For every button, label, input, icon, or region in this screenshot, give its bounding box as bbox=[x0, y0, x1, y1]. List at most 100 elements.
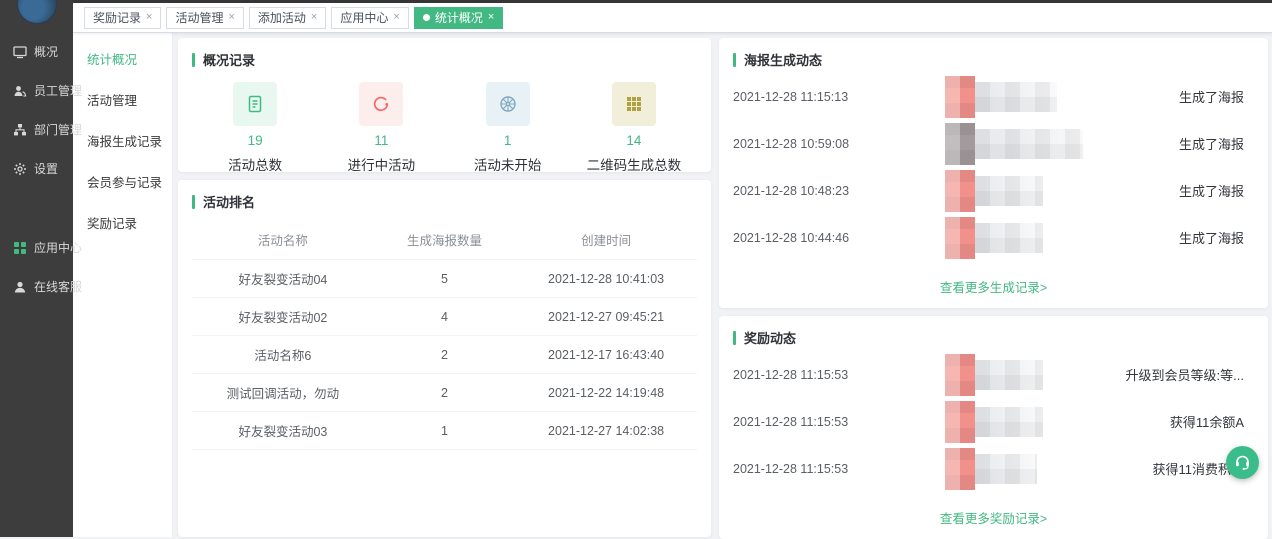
title-accent-bar bbox=[733, 53, 736, 67]
cell-created-time: 2021-12-28 10:41:03 bbox=[515, 260, 697, 298]
tab-label: 活动管理 bbox=[175, 9, 223, 26]
stat-value: 1 bbox=[445, 133, 571, 148]
dashboard-icon bbox=[13, 45, 27, 59]
tab-label: 应用中心 bbox=[340, 9, 388, 26]
sidebar-item-app-center[interactable]: 应用中心 bbox=[0, 228, 73, 267]
overview-card-title: 概况记录 bbox=[192, 50, 697, 69]
staff-icon bbox=[13, 84, 27, 98]
list-item: 2021-12-28 10:48:23 生成了海报 bbox=[733, 167, 1254, 214]
support-icon bbox=[13, 280, 27, 294]
list-item: 2021-12-28 11:15:53 升级到会员等级:等... bbox=[733, 351, 1254, 398]
feed-timestamp: 2021-12-28 10:48:23 bbox=[733, 184, 945, 198]
sidebar-item-label: 在线客服 bbox=[34, 278, 82, 295]
feed-action-text: 生成了海报 bbox=[1179, 134, 1244, 153]
more-poster-records-link[interactable]: 查看更多生成记录> bbox=[733, 277, 1254, 296]
user-avatar[interactable] bbox=[17, 0, 57, 24]
poster-feed-list: 2021-12-28 11:15:13 生成了海报 2021-12-28 10:… bbox=[733, 73, 1254, 261]
list-item: 2021-12-28 11:15:53 获得11消费积分 bbox=[733, 445, 1254, 492]
sidebar-item-label: 概况 bbox=[34, 43, 58, 60]
redacted-name bbox=[945, 407, 1043, 437]
redacted-name bbox=[945, 454, 1037, 484]
sidebar-item-label: 应用中心 bbox=[34, 239, 82, 256]
apps-icon bbox=[13, 241, 27, 255]
sidebar-item-overview[interactable]: 概况 bbox=[0, 32, 73, 71]
card-title-text: 奖励动态 bbox=[744, 328, 796, 347]
menu-item-reward-records[interactable]: 奖励记录 bbox=[73, 202, 172, 243]
tab-statistics-overview[interactable]: 统计概况 × bbox=[414, 7, 503, 29]
menu-item-poster-records[interactable]: 海报生成记录 bbox=[73, 120, 172, 161]
stat-not-started: 1 活动未开始 bbox=[445, 82, 571, 174]
headset-icon bbox=[1233, 453, 1252, 472]
list-item: 2021-12-28 10:44:46 生成了海报 bbox=[733, 214, 1254, 261]
cell-activity-name: 好友裂变活动02 bbox=[192, 298, 374, 336]
close-icon[interactable]: × bbox=[393, 12, 399, 23]
list-item: 2021-12-28 11:15:13 生成了海报 bbox=[733, 73, 1254, 120]
left-column: 概况记录 19 活动总数 11 进行中活动 bbox=[178, 38, 711, 537]
main-nav: 概况 员工管理 部门管理 设置 应用中心 在线客服 bbox=[0, 32, 73, 306]
progress-icon bbox=[359, 82, 403, 126]
customer-service-button[interactable] bbox=[1226, 446, 1259, 479]
card-title-text: 海报生成动态 bbox=[744, 50, 822, 69]
stat-in-progress: 11 进行中活动 bbox=[318, 82, 444, 174]
table-header-row: 活动名称 生成海报数量 创建时间 bbox=[192, 220, 697, 260]
table-row[interactable]: 好友裂变活动02 4 2021-12-27 09:45:21 bbox=[192, 298, 697, 336]
cell-created-time: 2021-12-27 09:45:21 bbox=[515, 298, 697, 336]
menu-item-activity-management[interactable]: 活动管理 bbox=[73, 79, 172, 120]
stat-total-activities: 19 活动总数 bbox=[192, 82, 318, 174]
tab-add-activity[interactable]: 添加活动 × bbox=[249, 7, 326, 29]
tab-app-center[interactable]: 应用中心 × bbox=[331, 7, 408, 29]
more-reward-records-link[interactable]: 查看更多奖励记录> bbox=[733, 508, 1254, 527]
stat-qrcode-total: 14 二维码生成总数 bbox=[571, 82, 697, 174]
main-sidebar: 概况 员工管理 部门管理 设置 应用中心 在线客服 bbox=[0, 0, 73, 537]
title-accent-bar bbox=[192, 195, 195, 209]
stat-label: 二维码生成总数 bbox=[571, 154, 697, 174]
redacted-name bbox=[945, 176, 1043, 206]
department-icon bbox=[13, 123, 27, 137]
stat-value: 19 bbox=[192, 133, 318, 148]
table-row[interactable]: 好友裂变活动03 1 2021-12-27 14:02:38 bbox=[192, 412, 697, 450]
close-icon[interactable]: × bbox=[311, 12, 317, 23]
cell-activity-name: 好友裂变活动04 bbox=[192, 260, 374, 298]
close-icon[interactable]: × bbox=[146, 12, 152, 23]
title-accent-bar bbox=[733, 331, 736, 345]
menu-item-member-participation[interactable]: 会员参与记录 bbox=[73, 161, 172, 202]
document-icon bbox=[233, 82, 277, 126]
close-icon[interactable]: × bbox=[228, 12, 234, 23]
stats-row: 19 活动总数 11 进行中活动 1 活动未开始 bbox=[192, 82, 697, 174]
redacted-name bbox=[945, 129, 1083, 159]
tabs-bar: 奖励记录 × 活动管理 × 添加活动 × 应用中心 × 统计概况 × bbox=[73, 3, 1272, 33]
stat-label: 活动未开始 bbox=[445, 154, 571, 174]
sidebar-item-online-support[interactable]: 在线客服 bbox=[0, 267, 73, 306]
overview-card: 概况记录 19 活动总数 11 进行中活动 bbox=[178, 38, 711, 172]
table-row[interactable]: 好友裂变活动04 5 2021-12-28 10:41:03 bbox=[192, 260, 697, 298]
feed-timestamp: 2021-12-28 10:59:08 bbox=[733, 137, 945, 151]
reward-feed-title: 奖励动态 bbox=[733, 328, 1254, 347]
feed-timestamp: 2021-12-28 11:15:53 bbox=[733, 462, 945, 476]
sidebar-item-settings[interactable]: 设置 bbox=[0, 149, 73, 188]
close-icon[interactable]: × bbox=[488, 12, 494, 23]
sidebar-item-staff[interactable]: 员工管理 bbox=[0, 71, 73, 110]
feed-action-text: 生成了海报 bbox=[1179, 87, 1244, 106]
cell-created-time: 2021-12-22 14:19:48 bbox=[515, 374, 697, 412]
sidebar-item-department[interactable]: 部门管理 bbox=[0, 110, 73, 149]
tab-reward-records[interactable]: 奖励记录 × bbox=[84, 7, 161, 29]
table-row[interactable]: 测试回调活动，勿动 2 2021-12-22 14:19:48 bbox=[192, 374, 697, 412]
menu-item-statistics-overview[interactable]: 统计概况 bbox=[73, 38, 172, 79]
settings-icon bbox=[13, 162, 27, 176]
sidebar-item-label: 员工管理 bbox=[34, 82, 82, 99]
redacted-name bbox=[945, 360, 1043, 390]
list-item: 2021-12-28 11:15:53 获得11余额A bbox=[733, 398, 1254, 445]
cell-activity-name: 测试回调活动，勿动 bbox=[192, 374, 374, 412]
feed-action-text: 获得11余额A bbox=[1170, 412, 1244, 431]
poster-feed-card: 海报生成动态 2021-12-28 11:15:13 生成了海报 2021-12… bbox=[719, 38, 1268, 308]
sidebar-item-label: 设置 bbox=[34, 160, 58, 177]
title-accent-bar bbox=[192, 53, 195, 67]
table-row[interactable]: 活动名称6 2 2021-12-17 16:43:40 bbox=[192, 336, 697, 374]
card-title-text: 活动排名 bbox=[203, 192, 255, 211]
main-content: 概况记录 19 活动总数 11 进行中活动 bbox=[173, 33, 1272, 537]
tab-label: 添加活动 bbox=[258, 9, 306, 26]
reward-feed-list: 2021-12-28 11:15:53 升级到会员等级:等... 2021-12… bbox=[733, 351, 1254, 492]
tab-activity-management[interactable]: 活动管理 × bbox=[166, 7, 243, 29]
feed-action-text: 生成了海报 bbox=[1179, 181, 1244, 200]
ranking-card: 活动排名 活动名称 生成海报数量 创建时间 好友裂变活动04 5 2021-12… bbox=[178, 180, 711, 537]
